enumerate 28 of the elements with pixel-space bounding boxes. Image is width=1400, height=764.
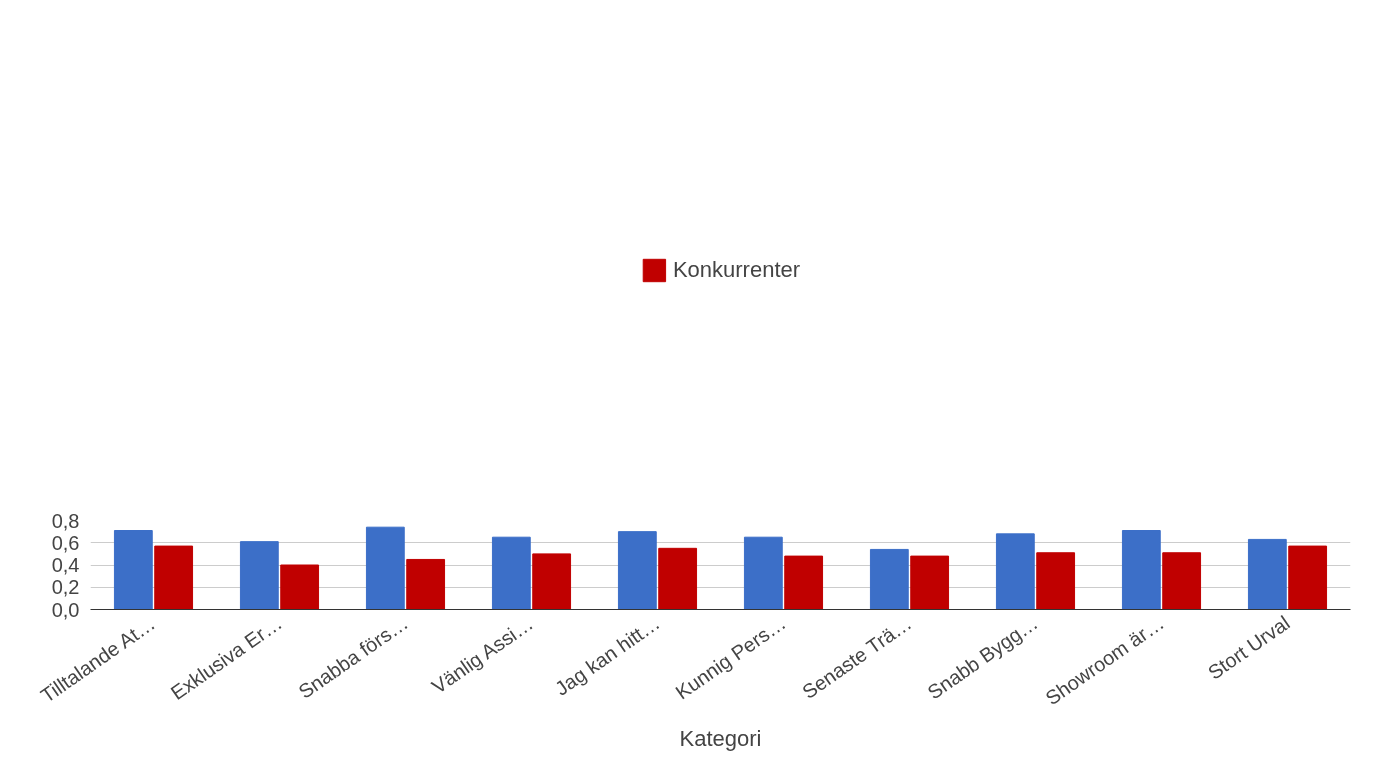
- y-tick-label: 0,2: [51, 576, 80, 599]
- y-tick-label: 0,8: [51, 509, 80, 532]
- x-tick-label: Jag kan hitt…: [551, 611, 664, 700]
- bar: [658, 547, 698, 610]
- bar: [1162, 552, 1202, 610]
- bar: [491, 536, 531, 610]
- bar: [154, 545, 194, 610]
- bar: [280, 564, 320, 610]
- bar: [1288, 545, 1328, 610]
- bar: [406, 558, 446, 610]
- bar: [239, 541, 279, 610]
- bar: [113, 530, 153, 610]
- y-tick-label: 0,4: [51, 554, 80, 576]
- y-tick-label: 0,6: [51, 531, 80, 554]
- bar: [617, 531, 657, 610]
- bar: [365, 526, 405, 610]
- bar: [784, 555, 824, 610]
- bar: [1036, 552, 1076, 610]
- bar: [1247, 538, 1287, 610]
- bar: [869, 548, 909, 610]
- bar: [910, 555, 950, 610]
- y-tick-label: 0,0: [51, 598, 80, 621]
- bar: [532, 553, 572, 610]
- legend-label: Konkurrenter: [672, 257, 801, 283]
- x-axis-title: Kategori: [679, 726, 762, 752]
- bar: [1121, 530, 1161, 610]
- bar: [995, 533, 1035, 610]
- bar: [743, 536, 783, 610]
